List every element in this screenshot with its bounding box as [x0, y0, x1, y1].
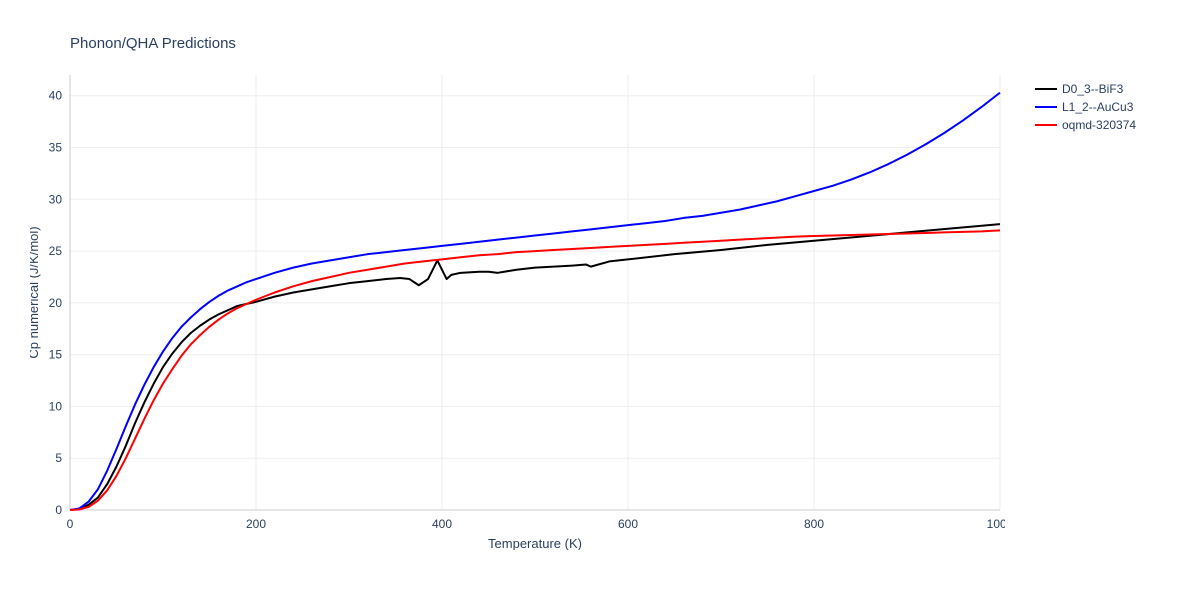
xtick-label: 800: [804, 517, 824, 531]
legend: D0_3--BiF3 L1_2--AuCu3 oqmd-320374: [1035, 80, 1136, 134]
x-axis-label: Temperature (K): [488, 536, 582, 550]
chart-container: Phonon/QHA Predictions 02004006008001000…: [0, 0, 1200, 600]
legend-swatch: [1035, 88, 1057, 90]
legend-swatch: [1035, 124, 1057, 126]
plot-svg: 0 200 400 600 800 1000 0 5 10 15 20 25 30 35 40 Tempera…: [30, 70, 1005, 550]
legend-item[interactable]: L1_2--AuCu3: [1035, 98, 1136, 116]
ytick-label: 25: [49, 244, 63, 258]
series-L1_2--AuCu3: [70, 93, 1000, 510]
legend-item[interactable]: oqmd-320374: [1035, 116, 1136, 134]
ytick-label: 15: [49, 348, 63, 362]
ytick-label: 20: [49, 296, 63, 310]
series-oqmd-320374: [70, 230, 1000, 510]
xtick-label: 600: [618, 517, 638, 531]
series-D0_3--BiF3: [70, 224, 1000, 510]
legend-label: L1_2--AuCu3: [1062, 100, 1133, 114]
xtick-label: 1000: [987, 517, 1005, 531]
legend-item[interactable]: D0_3--BiF3: [1035, 80, 1136, 98]
legend-label: D0_3--BiF3: [1062, 82, 1123, 96]
ytick-label: 40: [49, 89, 63, 103]
ytick-label: 30: [49, 192, 63, 206]
ytick-label: 5: [55, 451, 62, 465]
xtick-label: 400: [432, 517, 452, 531]
ytick-label: 0: [55, 503, 62, 517]
legend-swatch: [1035, 106, 1057, 108]
legend-label: oqmd-320374: [1062, 118, 1136, 132]
xtick-label: 200: [246, 517, 266, 531]
chart-title: Phonon/QHA Predictions: [70, 35, 236, 52]
ytick-label: 10: [49, 399, 63, 413]
ytick-label: 35: [49, 141, 63, 155]
xtick-label: 0: [67, 517, 74, 531]
y-axis-label: Cp numerical (J/K/mol): [30, 226, 41, 358]
